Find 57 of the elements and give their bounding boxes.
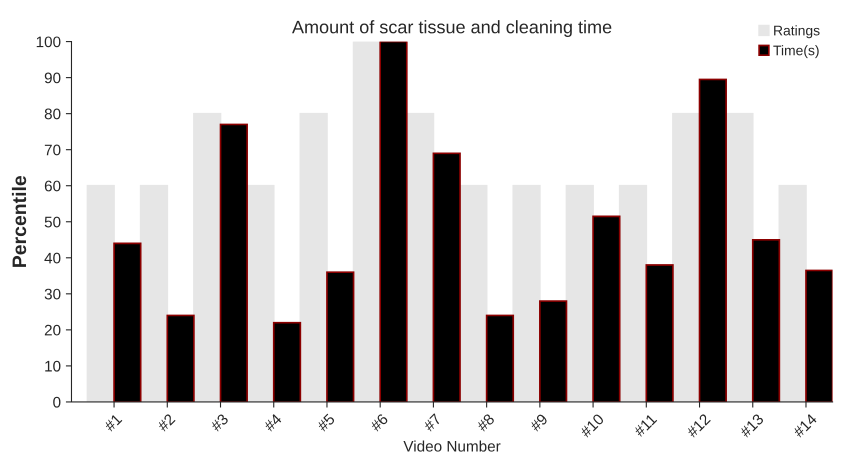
y-tick-label: 100 <box>36 36 60 48</box>
bar <box>778 184 807 402</box>
bar <box>352 42 382 402</box>
x-axis-title: Video Number <box>403 440 500 452</box>
x-tick-label: #8 <box>476 413 496 432</box>
bar <box>592 216 621 402</box>
bar <box>486 314 514 402</box>
y-tick-label: 0 <box>53 396 60 408</box>
chart-title: Amount of scar tissue and cleaning time <box>292 20 612 37</box>
y-tick-label: 90 <box>44 72 60 84</box>
bar <box>326 271 354 402</box>
x-tick-label: #2 <box>156 413 176 432</box>
bar <box>432 152 461 402</box>
x-tick-label: #1 <box>103 413 122 432</box>
bar <box>752 238 780 402</box>
x-tick-label: #3 <box>210 413 229 432</box>
bar <box>459 184 488 402</box>
bar <box>698 78 727 402</box>
legend-label: Ratings <box>774 25 820 38</box>
y-axis-title: Percentile <box>12 176 26 267</box>
bar <box>512 184 541 402</box>
bar <box>805 270 833 402</box>
y-tick-label: 20 <box>44 324 60 336</box>
x-tick-label: #5 <box>316 413 336 432</box>
bar <box>300 112 328 402</box>
y-tick-label: 40 <box>44 252 60 264</box>
bar <box>672 112 700 402</box>
bar <box>166 314 195 402</box>
x-tick-label: #12 <box>686 413 711 438</box>
bar <box>246 184 275 402</box>
bar <box>645 264 674 402</box>
bar <box>725 112 754 402</box>
x-tick-label: #11 <box>633 413 658 438</box>
bar <box>566 184 594 402</box>
bar <box>193 112 222 402</box>
legend-label: Time(s) <box>773 45 819 58</box>
x-tick-label: #13 <box>739 413 764 438</box>
y-tick-label: 10 <box>45 360 60 372</box>
bar <box>618 184 648 402</box>
x-tick-label: #4 <box>263 413 282 432</box>
bar <box>539 300 568 402</box>
x-tick-label: #10 <box>579 413 605 438</box>
x-tick-label: #9 <box>529 413 548 432</box>
y-tick-label: 60 <box>44 180 60 192</box>
y-tick-label: 80 <box>44 108 60 120</box>
bar <box>113 242 142 402</box>
bar <box>272 322 302 402</box>
bar <box>140 184 168 402</box>
y-tick-label: 70 <box>44 144 60 156</box>
x-tick-label: #14 <box>792 413 818 438</box>
bar <box>86 184 115 402</box>
x-tick-label: #6 <box>369 413 389 432</box>
bar <box>379 42 408 402</box>
bar <box>220 124 248 402</box>
x-tick-label: #7 <box>422 413 442 432</box>
y-tick-label: 50 <box>44 216 60 228</box>
y-tick-label: 30 <box>44 288 60 300</box>
